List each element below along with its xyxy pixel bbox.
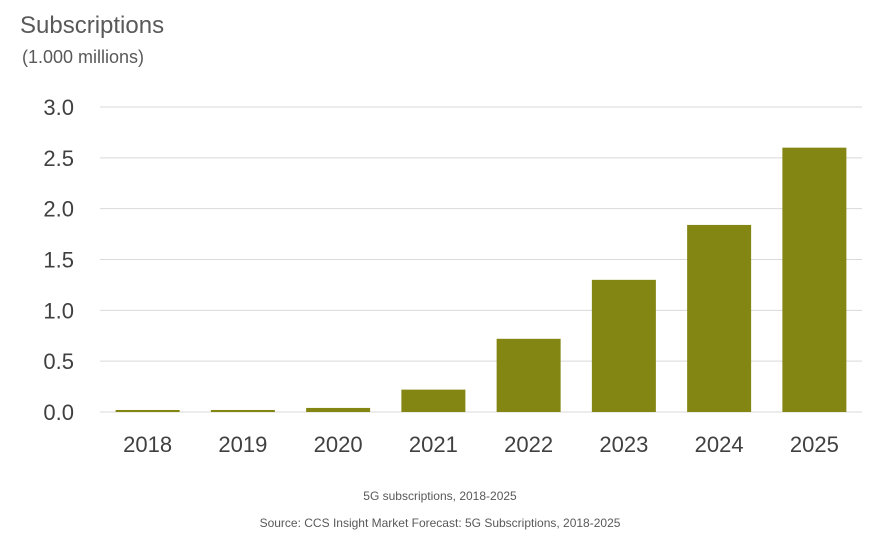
x-tick-label-2021: 2021 xyxy=(409,432,458,457)
x-tick-label-2022: 2022 xyxy=(504,432,553,457)
x-tick-label-2020: 2020 xyxy=(314,432,363,457)
y-tick-label: 0.0 xyxy=(43,400,74,425)
x-tick-label-2019: 2019 xyxy=(218,432,267,457)
bar-2019 xyxy=(210,409,275,412)
x-axis-ticks: 2018 2019 2020 2021 2022 2023 2024 2025 xyxy=(123,432,839,457)
chart-title: Subscriptions xyxy=(20,12,165,39)
bar-2024 xyxy=(687,224,752,412)
y-axis-unit-label: (1.000 millions) xyxy=(22,47,145,67)
bar-2022 xyxy=(496,338,561,412)
x-tick-label-2018: 2018 xyxy=(123,432,172,457)
y-tick-label: 3.0 xyxy=(43,95,74,120)
bar-2020 xyxy=(306,407,371,412)
bars xyxy=(115,147,847,412)
y-tick-label: 1.5 xyxy=(43,248,74,273)
x-tick-label-2024: 2024 xyxy=(695,432,744,457)
chart-caption: 5G subscriptions, 2018-2025 xyxy=(363,489,517,503)
x-tick-label-2023: 2023 xyxy=(599,432,648,457)
y-tick-label: 0.5 xyxy=(43,349,74,374)
x-tick-label-2025: 2025 xyxy=(790,432,839,457)
y-tick-label: 2.5 xyxy=(43,146,74,171)
y-axis-ticks: 0.0 0.5 1.0 1.5 2.0 2.5 3.0 xyxy=(43,95,74,425)
bar-2018 xyxy=(115,409,180,412)
chart-source: Source: CCS Insight Market Forecast: 5G … xyxy=(259,516,621,530)
bar-chart: 0.00.51.01.52.02.53.0 2018 2019 2020 2021 20… xyxy=(43,95,862,457)
bar-2021 xyxy=(401,389,466,412)
y-tick-label: 2.0 xyxy=(43,197,74,222)
bar-2025 xyxy=(782,147,847,412)
bar-2023 xyxy=(591,279,656,412)
y-tick-label: 1.0 xyxy=(43,298,74,323)
